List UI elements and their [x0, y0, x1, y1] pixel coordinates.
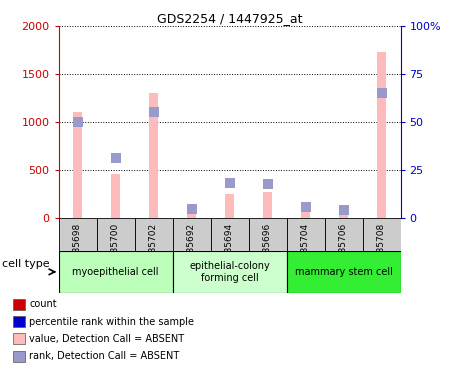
Text: GSM85702: GSM85702 — [149, 223, 158, 272]
Bar — [339, 212, 348, 217]
Text: GSM85700: GSM85700 — [111, 223, 120, 272]
Point — [188, 206, 195, 212]
Text: count: count — [29, 299, 57, 309]
Text: GSM85698: GSM85698 — [73, 223, 82, 272]
Bar — [187, 208, 196, 218]
Text: cell type: cell type — [2, 260, 50, 269]
Bar — [96, 217, 135, 251]
Bar — [172, 217, 211, 251]
Point — [74, 119, 81, 125]
Text: percentile rank within the sample: percentile rank within the sample — [29, 316, 194, 327]
Point — [302, 204, 309, 210]
Bar — [324, 217, 363, 251]
Text: mammary stem cell: mammary stem cell — [295, 267, 392, 277]
Bar — [287, 217, 324, 251]
Bar — [172, 251, 287, 292]
Bar — [14, 299, 25, 310]
Text: GSM85692: GSM85692 — [187, 223, 196, 272]
Point — [150, 110, 157, 116]
Bar — [363, 217, 400, 251]
Text: GSM85694: GSM85694 — [225, 223, 234, 272]
Point — [378, 90, 385, 96]
Bar — [301, 210, 310, 218]
Point — [112, 155, 119, 161]
Point — [340, 207, 347, 213]
Bar — [225, 194, 234, 217]
Text: GSM85704: GSM85704 — [301, 223, 310, 272]
Text: GSM85708: GSM85708 — [377, 223, 386, 272]
Bar — [14, 316, 25, 327]
Text: epithelial-colony
forming cell: epithelial-colony forming cell — [189, 261, 270, 283]
Bar — [263, 192, 272, 217]
Text: value, Detection Call = ABSENT: value, Detection Call = ABSENT — [29, 334, 184, 344]
Bar — [14, 333, 25, 345]
Bar — [211, 217, 248, 251]
Point — [226, 180, 233, 186]
Text: myoepithelial cell: myoepithelial cell — [72, 267, 159, 277]
Bar — [73, 112, 82, 218]
Title: GDS2254 / 1447925_at: GDS2254 / 1447925_at — [157, 12, 302, 25]
Bar — [14, 351, 25, 362]
Bar — [149, 93, 158, 218]
Bar — [58, 217, 96, 251]
Bar — [58, 251, 172, 292]
Text: rank, Detection Call = ABSENT: rank, Detection Call = ABSENT — [29, 351, 179, 361]
Bar — [135, 217, 172, 251]
Text: GSM85706: GSM85706 — [339, 223, 348, 272]
Bar — [287, 251, 400, 292]
Bar — [377, 52, 386, 217]
Bar — [111, 174, 120, 217]
Text: GSM85696: GSM85696 — [263, 223, 272, 272]
Point — [264, 181, 271, 187]
Bar — [248, 217, 287, 251]
